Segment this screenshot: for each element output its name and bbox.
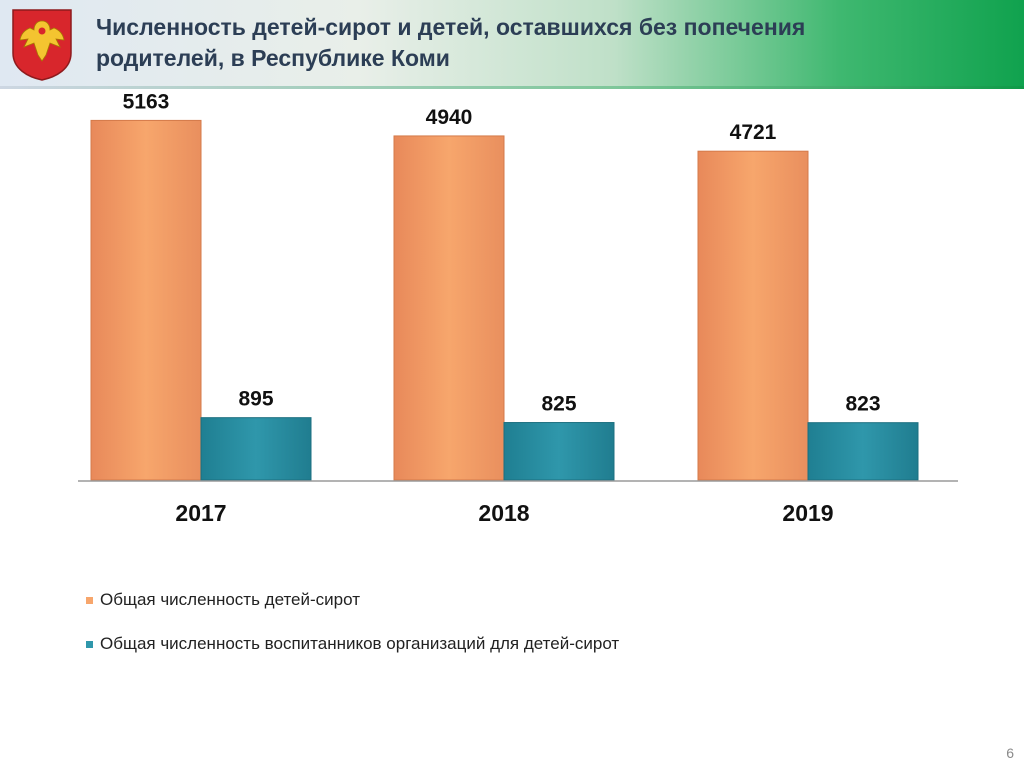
legend-item-series-1: Общая численность детей-сирот bbox=[86, 590, 360, 610]
data-label-2019-series-2: 823 bbox=[845, 393, 880, 416]
bar-2019-series-2 bbox=[807, 422, 919, 481]
legend-swatch-series-1 bbox=[86, 596, 93, 604]
bar-2018-series-2 bbox=[503, 422, 615, 481]
data-label-2018-series-2: 825 bbox=[541, 393, 576, 416]
data-label-2017-series-1: 5163 bbox=[123, 90, 170, 113]
header-divider bbox=[0, 86, 1024, 89]
bar-2018-series-1 bbox=[393, 135, 505, 481]
x-tick-label-2017: 2017 bbox=[175, 500, 226, 526]
legend-swatch-series-2 bbox=[86, 640, 93, 648]
legend-label-series-1: Общая численность детей-сирот bbox=[100, 590, 360, 609]
data-label-2018-series-1: 4940 bbox=[426, 106, 473, 129]
slide-title: Численность детей-сирот и детей, оставши… bbox=[96, 14, 806, 71]
komi-coat-of-arms-icon bbox=[12, 9, 72, 81]
page-number: 6 bbox=[1006, 745, 1014, 761]
bar-chart: 5163 895 2017 4940 825 2018 4721 823 2019 bbox=[78, 90, 958, 526]
legend-item-series-2: Общая численность воспитанников организа… bbox=[86, 634, 619, 654]
header-banner bbox=[0, 0, 1024, 88]
x-tick-label-2018: 2018 bbox=[478, 500, 529, 526]
bar-2019-series-1 bbox=[697, 150, 809, 481]
legend-label-series-2: Общая численность воспитанников организа… bbox=[100, 634, 620, 653]
bar-2017-series-2 bbox=[200, 417, 312, 481]
data-label-2019-series-1: 4721 bbox=[730, 121, 777, 144]
data-label-2017-series-2: 895 bbox=[238, 388, 273, 411]
bar-2017-series-1 bbox=[90, 119, 202, 481]
x-tick-label-2019: 2019 bbox=[782, 500, 833, 526]
